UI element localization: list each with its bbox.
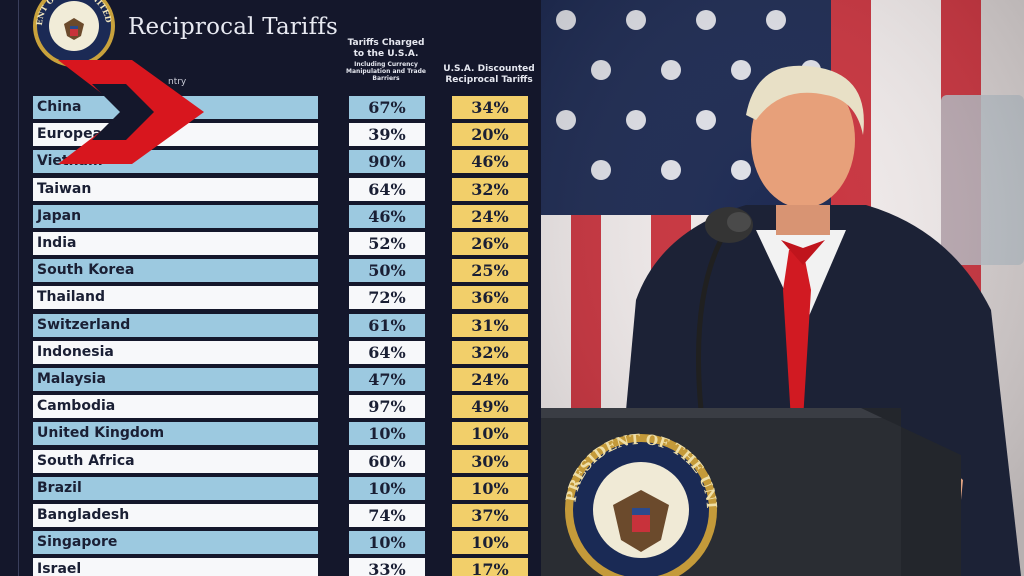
charged-tariff-cell: 47%: [349, 368, 425, 391]
discounted-tariff-cell: 17%: [452, 558, 528, 576]
country-cell: India: [33, 232, 318, 255]
charged-column-header: Tariffs Charged to the U.S.A. Including …: [342, 38, 430, 82]
charged-tariff-cell: 64%: [349, 177, 425, 201]
table-row: Taiwan 64% 32%: [0, 177, 541, 203]
country-cell: South Africa: [33, 449, 318, 473]
discounted-tariff-cell: 31%: [452, 313, 528, 337]
table-row: Cambodia 97% 49%: [0, 395, 541, 420]
discounted-tariff-cell: 24%: [452, 368, 528, 391]
country-cell: Switzerland: [33, 313, 318, 337]
charged-tariff-cell: 52%: [349, 232, 425, 255]
discounted-tariff-cell: 37%: [452, 504, 528, 527]
charged-tariff-cell: 60%: [349, 449, 425, 473]
country-cell: Bangladesh: [33, 504, 318, 527]
table-row: South Africa 60% 30%: [0, 449, 541, 475]
charged-tariff-cell: 10%: [349, 422, 425, 446]
country-column-header: ntry: [168, 77, 187, 87]
country-cell: South Korea: [33, 259, 318, 283]
charged-tariff-cell: 10%: [349, 476, 425, 500]
country-cell: Brazil: [33, 476, 318, 500]
table-row: Bangladesh 74% 37%: [0, 504, 541, 529]
charged-tariff-cell: 10%: [349, 531, 425, 555]
charged-tariff-cell: 72%: [349, 286, 425, 310]
table-row: Indonesia 64% 32%: [0, 340, 541, 366]
discounted-tariff-cell: 20%: [452, 123, 528, 147]
discounted-tariff-cell: 32%: [452, 177, 528, 201]
discounted-tariff-cell: 24%: [452, 204, 528, 228]
country-cell: Israel: [33, 558, 318, 576]
table-row: Brazil 10% 10%: [0, 476, 541, 502]
table-row: Singapore 10% 10%: [0, 531, 541, 556]
country-cell: Indonesia: [33, 340, 318, 364]
charged-tariff-cell: 64%: [349, 340, 425, 364]
charged-tariff-cell: 50%: [349, 259, 425, 283]
charged-tariff-cell: 97%: [349, 395, 425, 419]
discounted-tariff-cell: 46%: [452, 150, 528, 174]
charged-tariff-cell: 39%: [349, 123, 425, 147]
charged-header-main: Tariffs Charged to the U.S.A.: [347, 38, 425, 59]
discounted-tariff-cell: 10%: [452, 422, 528, 446]
charged-tariff-cell: 90%: [349, 150, 425, 174]
country-cell: United Kingdom: [33, 422, 318, 446]
country-cell: Cambodia: [33, 395, 318, 419]
discounted-tariff-cell: 26%: [452, 232, 528, 255]
country-cell: Taiwan: [33, 177, 318, 201]
photo-scene: THE PRESIDENT OF THE UNITED: [541, 0, 1024, 576]
table-row: Switzerland 61% 31%: [0, 313, 541, 339]
discounted-column-header: U.S.A. Discounted Reciprocal Tariffs: [443, 64, 535, 85]
charged-tariff-cell: 74%: [349, 504, 425, 527]
presidential-seal-icon: PRESIDENT OF THE UNITED STATES: [32, 0, 115, 67]
discounted-tariff-cell: 30%: [452, 449, 528, 473]
page-title: Reciprocal Tariffs: [128, 14, 339, 40]
country-cell: Japan: [33, 204, 318, 228]
chevron-right-icon: [58, 60, 204, 164]
charged-tariff-cell: 46%: [349, 204, 425, 228]
table-row: South Korea 50% 25%: [0, 259, 541, 284]
charged-tariff-cell: 67%: [349, 96, 425, 119]
tariff-table-panel: PRESIDENT OF THE UNITED STATES Reciproca…: [0, 0, 541, 576]
discounted-tariff-cell: 25%: [452, 259, 528, 283]
charged-tariff-cell: 33%: [349, 558, 425, 576]
table-row: China 67% 34%: [0, 96, 541, 121]
discounted-tariff-cell: 32%: [452, 340, 528, 364]
podium-photo: THE PRESIDENT OF THE UNITED: [541, 0, 1024, 576]
discounted-tariff-cell: 36%: [452, 286, 528, 310]
discounted-tariff-cell: 10%: [452, 476, 528, 500]
charged-tariff-cell: 61%: [349, 313, 425, 337]
discounted-tariff-cell: 34%: [452, 96, 528, 119]
table-row: Japan 46% 24%: [0, 204, 541, 230]
country-cell: Singapore: [33, 531, 318, 555]
country-cell: Thailand: [33, 286, 318, 310]
country-cell: Malaysia: [33, 368, 318, 391]
table-row: United Kingdom 10% 10%: [0, 422, 541, 447]
charged-header-sub: Including Currency Manipulation and Trad…: [346, 61, 426, 82]
microphone: [696, 207, 753, 411]
discounted-tariff-cell: 10%: [452, 531, 528, 555]
table-row: India 52% 26%: [0, 232, 541, 257]
table-row: Malaysia 47% 24%: [0, 368, 541, 393]
discounted-tariff-cell: 49%: [452, 395, 528, 419]
table-row: Israel 33% 17%: [0, 558, 541, 576]
table-row: Thailand 72% 36%: [0, 286, 541, 311]
